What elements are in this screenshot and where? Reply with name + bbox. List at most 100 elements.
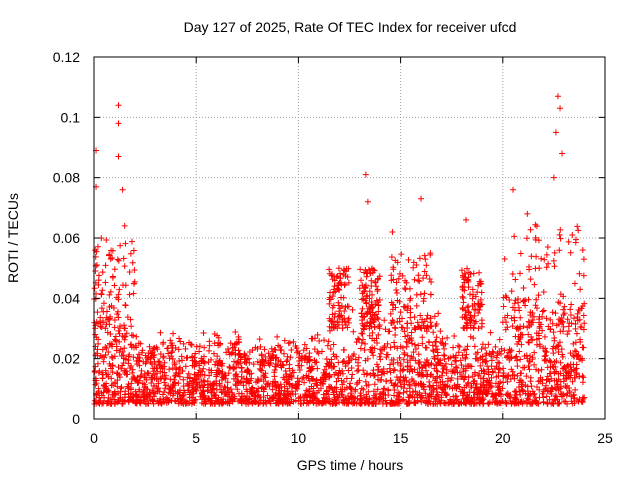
data-point [452,363,459,370]
data-point [133,392,140,399]
data-point [230,365,237,372]
data-point [535,400,542,407]
data-point [102,352,109,359]
data-point [551,263,558,270]
data-point [432,343,439,350]
data-point [342,272,349,279]
data-point [175,400,182,407]
data-point [527,378,534,385]
data-point [392,381,399,388]
data-point [333,273,340,280]
data-point [407,357,414,364]
data-point [126,351,133,358]
data-point [176,335,183,342]
data-point [387,369,394,376]
data-point [326,300,333,307]
data-point [557,235,564,242]
data-point [107,331,114,338]
data-point [525,318,532,325]
data-point [511,233,518,240]
data-point [466,389,473,396]
data-point [519,331,526,338]
data-point [296,366,303,373]
data-point [117,345,124,352]
data-point [128,238,135,245]
data-point [148,380,155,387]
data-point [311,390,318,397]
data-point [313,359,320,366]
data-point [289,382,296,389]
data-point [154,365,161,372]
data-point [520,298,527,305]
data-point [329,271,336,278]
data-point [420,362,427,369]
data-point [126,291,133,298]
data-point [224,379,231,386]
data-point [300,347,307,354]
x-tick-label: 20 [495,430,511,446]
data-point [266,353,273,360]
data-point [361,313,368,320]
data-point [525,338,532,345]
data-point [265,380,272,387]
data-point [183,355,190,362]
data-point [259,356,266,363]
data-point [326,398,333,405]
data-point [511,388,518,395]
data-point [540,288,547,295]
data-point [136,377,143,384]
data-point [106,252,113,259]
data-point [501,347,508,354]
data-point [504,353,511,360]
data-point [388,253,395,260]
data-point [116,374,123,381]
data-point [347,384,354,391]
data-point [130,290,137,297]
data-point [479,341,486,348]
data-point [512,389,519,396]
data-point [358,385,365,392]
data-point [103,380,110,387]
data-point [117,323,124,330]
data-point [558,314,565,321]
data-point [249,399,256,406]
data-point [103,237,110,244]
data-point [445,355,452,362]
data-point [341,386,348,393]
data-point [208,389,215,396]
data-point [287,391,294,398]
data-point [407,314,414,321]
data-point [450,344,457,351]
data-point [124,383,131,390]
data-point [417,312,424,319]
data-point [393,286,400,293]
data-point [102,279,109,286]
data-point [283,379,290,386]
data-point [572,374,579,381]
data-point [520,323,527,330]
data-point [475,325,482,332]
x-tick-label: 5 [192,430,200,446]
data-point [451,332,458,339]
data-point [249,385,256,392]
data-point [515,384,522,391]
y-tick-label: 0.12 [53,49,80,65]
data-point [439,378,446,385]
data-point [496,360,503,367]
data-point [278,398,285,405]
data-point [579,247,586,254]
data-point [158,363,165,370]
data-point [547,370,554,377]
data-point [312,380,319,387]
data-point [427,319,434,326]
data-point [92,331,99,338]
data-point [434,368,441,375]
data-point [569,378,576,385]
data-point [125,399,132,406]
data-point [509,398,516,405]
data-point [149,376,156,383]
data-point [468,382,475,389]
data-point [533,223,540,230]
data-point [138,367,145,374]
data-point [347,392,354,399]
